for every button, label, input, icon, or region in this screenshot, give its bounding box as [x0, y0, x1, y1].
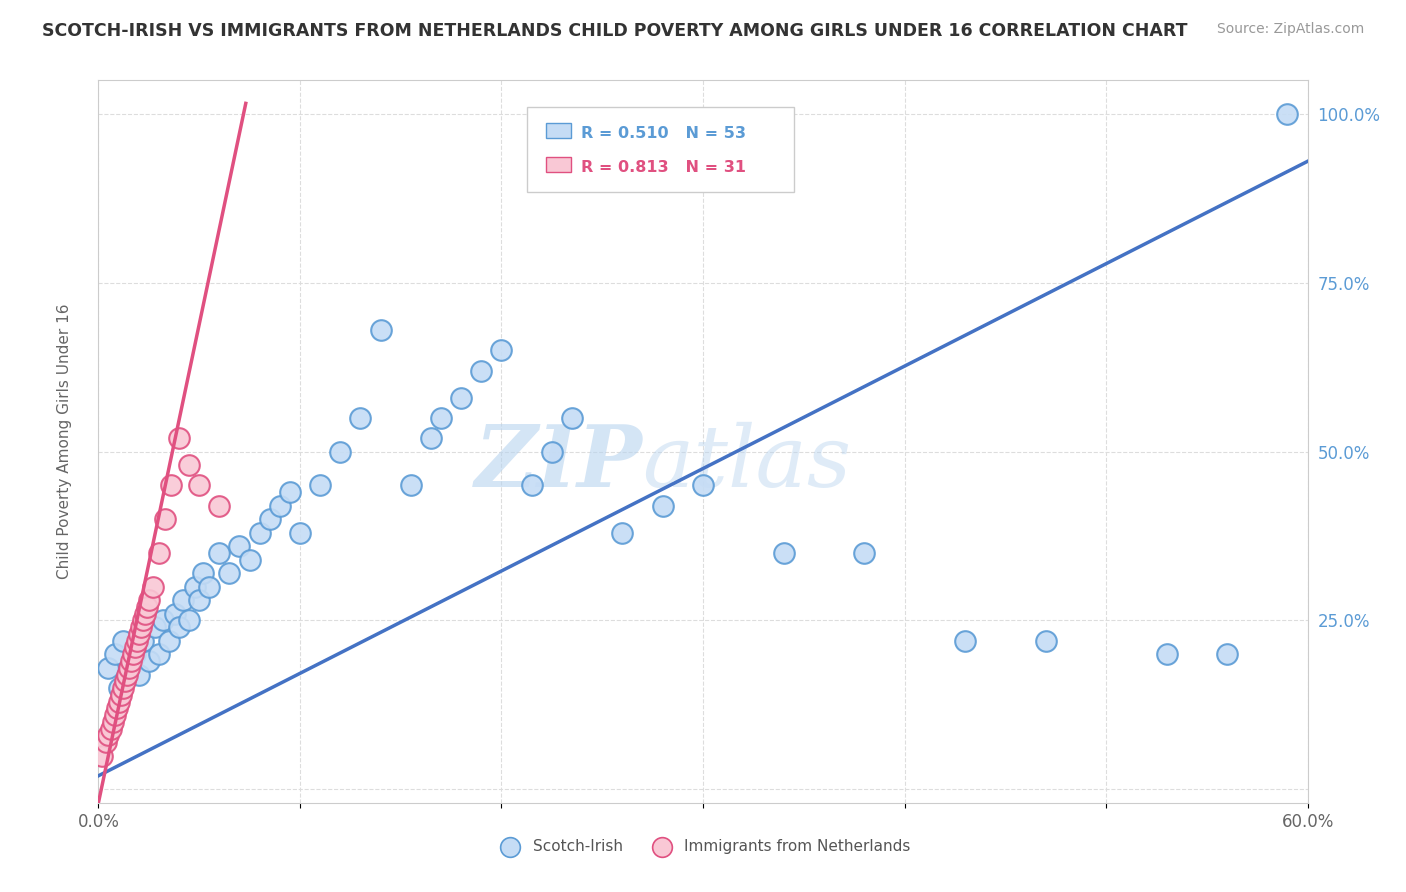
Point	[121, 647, 143, 661]
Point	[120, 654, 142, 668]
Point	[259, 512, 281, 526]
Text: R = 0.813   N = 31: R = 0.813 N = 31	[581, 160, 745, 175]
Point	[349, 411, 371, 425]
Point	[128, 667, 150, 681]
Point	[329, 444, 352, 458]
Point	[124, 640, 146, 655]
Point	[520, 478, 543, 492]
Point	[370, 323, 392, 337]
Point	[399, 478, 422, 492]
Point	[138, 593, 160, 607]
Point	[288, 525, 311, 540]
Point	[218, 566, 240, 581]
Point	[143, 620, 166, 634]
Point	[188, 593, 211, 607]
Point	[125, 633, 148, 648]
Point	[128, 627, 150, 641]
Point	[107, 694, 129, 708]
Point	[420, 431, 443, 445]
Text: ZIP: ZIP	[475, 421, 643, 505]
Point	[97, 661, 120, 675]
Text: SCOTCH-IRISH VS IMMIGRANTS FROM NETHERLANDS CHILD POVERTY AMONG GIRLS UNDER 16 C: SCOTCH-IRISH VS IMMIGRANTS FROM NETHERLA…	[42, 22, 1188, 40]
Point	[1035, 633, 1057, 648]
Point	[430, 411, 453, 425]
Point	[103, 708, 125, 723]
Point	[193, 566, 215, 581]
Point	[612, 525, 634, 540]
Point	[772, 546, 794, 560]
Point	[118, 661, 141, 675]
Point	[114, 674, 136, 689]
Point	[103, 647, 125, 661]
Point	[105, 701, 128, 715]
Point	[160, 478, 183, 492]
Point	[278, 485, 301, 500]
Point	[561, 411, 583, 425]
Point	[167, 620, 190, 634]
Point	[450, 391, 472, 405]
Point	[135, 599, 157, 614]
Point	[179, 614, 201, 628]
Point	[129, 620, 152, 634]
Point	[152, 614, 174, 628]
Point	[309, 478, 332, 492]
Point	[239, 552, 262, 566]
Point	[188, 478, 211, 492]
Point	[110, 688, 132, 702]
Point	[157, 633, 180, 648]
Point	[134, 607, 156, 621]
Point	[167, 431, 190, 445]
Point	[111, 633, 134, 648]
Point	[118, 661, 141, 675]
Point	[138, 654, 160, 668]
Text: R = 0.510   N = 53: R = 0.510 N = 53	[581, 126, 745, 141]
Point	[142, 580, 165, 594]
Point	[100, 722, 122, 736]
Point	[249, 525, 271, 540]
Point	[101, 714, 124, 729]
Y-axis label: Child Poverty Among Girls Under 16: Child Poverty Among Girls Under 16	[58, 304, 72, 579]
Point	[692, 478, 714, 492]
Point	[208, 546, 231, 560]
Point	[184, 580, 207, 594]
Legend: Scotch-Irish, Immigrants from Netherlands: Scotch-Irish, Immigrants from Netherland…	[489, 833, 917, 860]
Point	[470, 364, 492, 378]
Point	[1277, 107, 1299, 121]
Point	[269, 499, 291, 513]
Point	[853, 546, 876, 560]
Point	[540, 444, 562, 458]
Point	[111, 681, 134, 695]
Point	[91, 748, 114, 763]
Text: Source: ZipAtlas.com: Source: ZipAtlas.com	[1216, 22, 1364, 37]
Point	[148, 647, 170, 661]
Point	[132, 614, 155, 628]
Point	[107, 681, 129, 695]
Point	[198, 580, 221, 594]
Point	[115, 667, 138, 681]
Point	[1156, 647, 1178, 661]
Text: atlas: atlas	[643, 422, 852, 505]
Point	[172, 593, 194, 607]
Point	[651, 499, 673, 513]
Point	[97, 728, 120, 742]
Point	[1216, 647, 1239, 661]
Point	[179, 458, 201, 472]
Point	[96, 735, 118, 749]
Point	[208, 499, 231, 513]
Point	[953, 633, 976, 648]
Point	[148, 546, 170, 560]
Point	[153, 512, 176, 526]
Point	[491, 343, 513, 358]
Point	[228, 539, 250, 553]
Point	[124, 647, 146, 661]
Point	[132, 633, 155, 648]
Point	[163, 607, 186, 621]
